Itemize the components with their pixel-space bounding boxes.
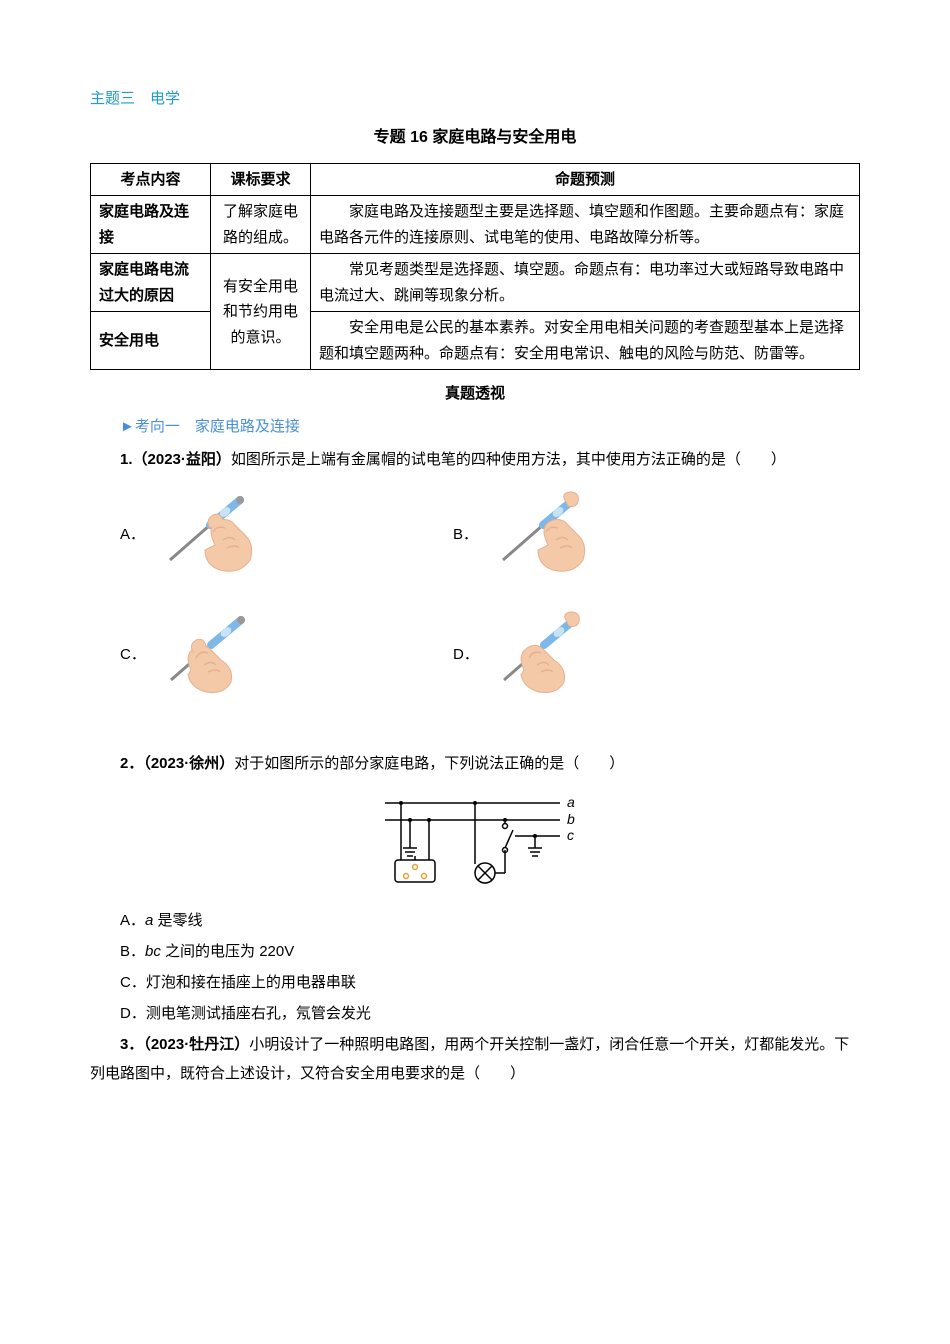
q3-prefix: 3．（2023·牡丹江）: [120, 1036, 249, 1053]
row3-col3: 安全用电是公民的基本素养。对安全用电相关问题的考查题型基本上是选择题和填空题两种…: [311, 312, 860, 370]
q1-option-b-label: B．: [453, 521, 478, 548]
header-col2: 课标要求: [211, 163, 311, 196]
row2-col3-text: 常见考题类型是选择题、填空题。命题点有：电功率过大或短路导致电路中电流过大、跳闸…: [319, 257, 851, 308]
section-zhenti-title: 真题透视: [90, 380, 860, 407]
hand-pen-c-icon: [156, 610, 296, 700]
table-row: 安全用电 安全用电是公民的基本素养。对安全用电相关问题的考查题型基本上是选择题和…: [91, 312, 860, 370]
exam-points-table: 考点内容 课标要求 命题预测 家庭电路及连接 了解家庭电路的组成。 家庭电路及连…: [90, 163, 860, 371]
direction-1-header: ►考向一 家庭电路及连接: [90, 413, 860, 440]
row1-col3-text: 家庭电路及连接题型主要是选择题、填空题和作图题。主要命题点有：家庭电路各元件的连…: [319, 199, 851, 250]
q1-option-a: A．: [120, 490, 453, 580]
hand-pen-d-icon: [489, 610, 629, 700]
row3-col3-text: 安全用电是公民的基本素养。对安全用电相关问题的考查题型基本上是选择题和填空题两种…: [319, 315, 851, 366]
q1-option-d: D．: [453, 610, 786, 700]
table-row: 家庭电路及连接 了解家庭电路的组成。 家庭电路及连接题型主要是选择题、填空题和作…: [91, 196, 860, 254]
row1-col1: 家庭电路及连接: [91, 196, 211, 254]
row2-col1: 家庭电路电流过大的原因: [91, 254, 211, 312]
q1-option-c: C．: [120, 610, 453, 700]
row1-col3: 家庭电路及连接题型主要是选择题、填空题和作图题。主要命题点有：家庭电路各元件的连…: [311, 196, 860, 254]
q1-option-b: B．: [453, 490, 786, 580]
label-b: b: [567, 811, 575, 827]
hand-pen-a-icon: [155, 490, 295, 580]
q1-option-c-label: C．: [120, 641, 146, 668]
q2-option-b: B．bc 之间的电压为 220V: [120, 938, 860, 965]
topic-title: 专题 16 家庭电路与安全用电: [90, 124, 860, 153]
row2-col2-merged: 有安全用电和节约用电的意识。: [211, 254, 311, 370]
hand-pen-b-icon: [488, 490, 628, 580]
q2-circuit-diagram: a b c: [90, 788, 860, 897]
header-col3: 命题预测: [311, 163, 860, 196]
q1-option-a-label: A．: [120, 521, 145, 548]
question-3: 3．（2023·牡丹江）小明设计了一种照明电路图，用两个开关控制一盏灯，闭合任意…: [90, 1031, 860, 1088]
header-col1: 考点内容: [91, 163, 211, 196]
row2-col3: 常见考题类型是选择题、填空题。命题点有：电功率过大或短路导致电路中电流过大、跳闸…: [311, 254, 860, 312]
question-2: 2．（2023·徐州）对于如图所示的部分家庭电路，下列说法正确的是（ ）: [90, 750, 860, 779]
q1-option-d-label: D．: [453, 641, 479, 668]
label-c: c: [567, 827, 574, 843]
row1-col2: 了解家庭电路的组成。: [211, 196, 311, 254]
table-row: 家庭电路电流过大的原因 有安全用电和节约用电的意识。 常见考题类型是选择题、填空…: [91, 254, 860, 312]
circuit-icon: a b c: [365, 788, 585, 888]
label-a: a: [567, 794, 575, 810]
q2-option-d: D．测电笔测试插座右孔，氖管会发光: [120, 1000, 860, 1027]
q2-answer-options: A．a 是零线 B．bc 之间的电压为 220V C．灯泡和接在插座上的用电器串…: [120, 907, 860, 1027]
question-1: 1.（2023·益阳）如图所示是上端有金属帽的试电笔的四种使用方法，其中使用方法…: [90, 446, 860, 475]
q2-option-a: A．a 是零线: [120, 907, 860, 934]
q1-text: 如图所示是上端有金属帽的试电笔的四种使用方法，其中使用方法正确的是（ ）: [231, 451, 786, 468]
q1-prefix: 1.（2023·益阳）: [120, 451, 231, 468]
q1-options-grid: A． B． C．: [120, 490, 860, 730]
q2-option-c: C．灯泡和接在插座上的用电器串联: [120, 969, 860, 996]
q2-text: 对于如图所示的部分家庭电路，下列说法正确的是（ ）: [234, 755, 624, 772]
theme-header: 主题三 电学: [90, 85, 860, 112]
row3-col1: 安全用电: [91, 312, 211, 370]
table-header-row: 考点内容 课标要求 命题预测: [91, 163, 860, 196]
q2-prefix: 2．（2023·徐州）: [120, 755, 234, 772]
